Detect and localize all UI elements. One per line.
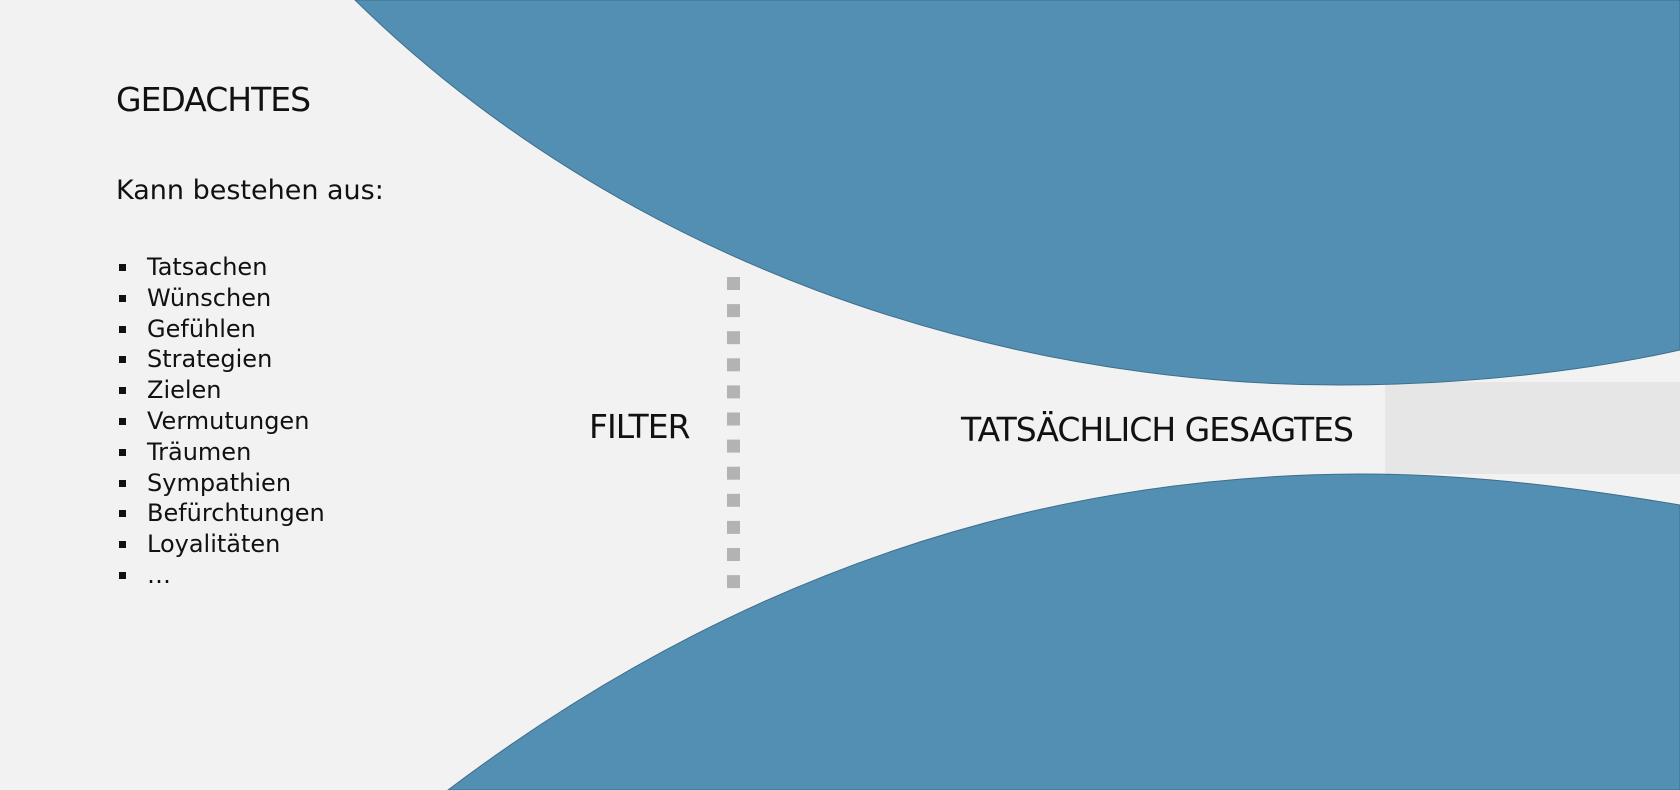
filter-dot [727,358,740,372]
filter-dot [727,548,740,561]
filter-dot [727,493,740,507]
filter-dotted-line [727,277,740,589]
filter-dot [727,412,740,426]
filter-label: FILTER [589,407,690,446]
source-subtitle: Kann bestehen aus: [116,175,384,206]
filter-dot [727,466,740,480]
filter-dot [727,385,740,399]
filter-dot [727,575,740,589]
list-item: Vermutungen [116,406,325,437]
list-item: Gefühlen [116,314,325,345]
list-item: Wünschen [116,283,325,314]
funnel-bottom-shape [447,473,1680,790]
filter-dot [727,277,740,290]
source-title: GEDACHTES [116,80,311,119]
result-label: TATSÄCHLICH GESAGTES [961,410,1354,449]
list-item: Sympathien [116,468,325,499]
filter-dot [727,331,740,345]
filter-dot [727,520,740,534]
filter-dot [727,304,740,318]
output-band [1385,382,1680,474]
list-item: Zielen [116,375,325,406]
funnel-top-shape [354,0,1680,386]
list-item: Strategien [116,344,325,375]
source-item-list: Tatsachen Wünschen Gefühlen Strategien Z… [116,252,325,591]
list-item: Loyalitäten [116,529,325,560]
list-item: Träumen [116,437,325,468]
list-item: Befürchtungen [116,498,325,529]
filter-dot [727,439,740,453]
list-item: … [116,560,325,591]
list-item: Tatsachen [116,252,325,283]
